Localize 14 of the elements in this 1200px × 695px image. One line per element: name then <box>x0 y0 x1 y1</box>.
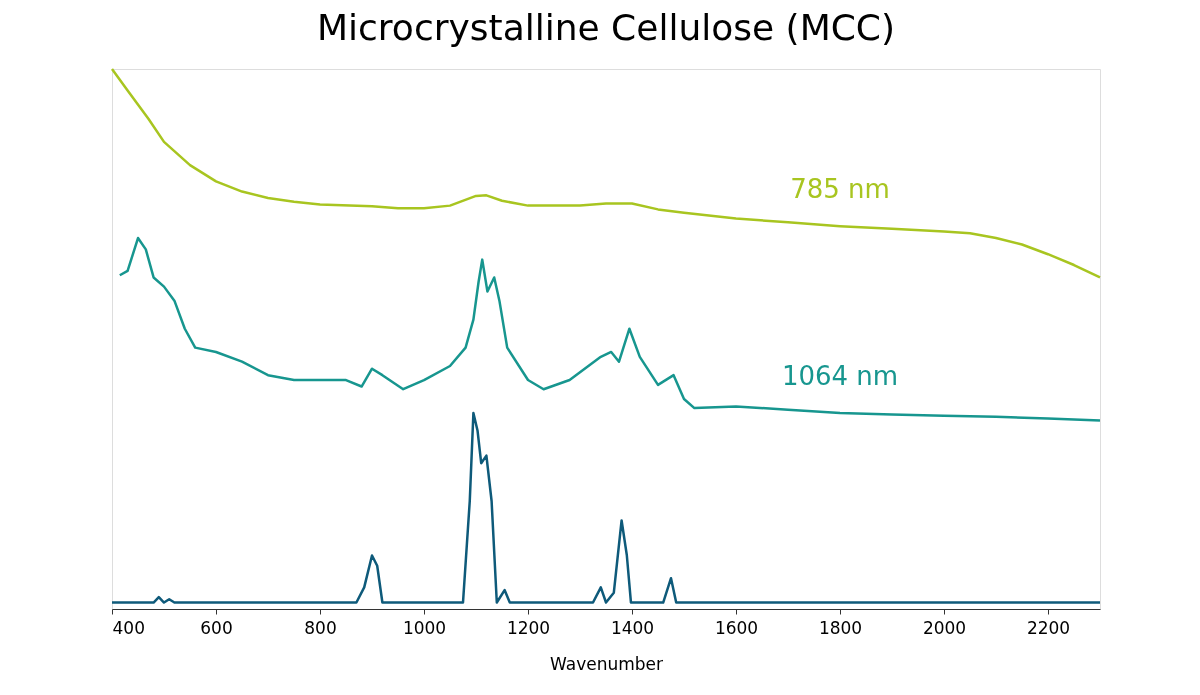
x-tick-label: 600 <box>200 617 233 638</box>
series-label: 1064 nm <box>781 360 899 391</box>
x-tick-label: 400 <box>112 617 145 638</box>
x-tick-label: 1000 <box>402 617 447 638</box>
chart-title: Microcrystalline Cellulose (MCC) <box>316 6 896 48</box>
x-tick-label: 1800 <box>818 617 863 638</box>
x-tick-label: 1200 <box>506 617 551 638</box>
x-tick-label: 1600 <box>714 617 759 638</box>
x-tick-label: 2200 <box>1026 617 1071 638</box>
x-tick-label: 800 <box>304 617 337 638</box>
x-tick-label: 1400 <box>610 617 655 638</box>
x-tick-label: 2000 <box>922 617 967 638</box>
series-label: 785 nm <box>790 174 890 205</box>
x-axis-title: Wavenumber <box>549 653 664 674</box>
